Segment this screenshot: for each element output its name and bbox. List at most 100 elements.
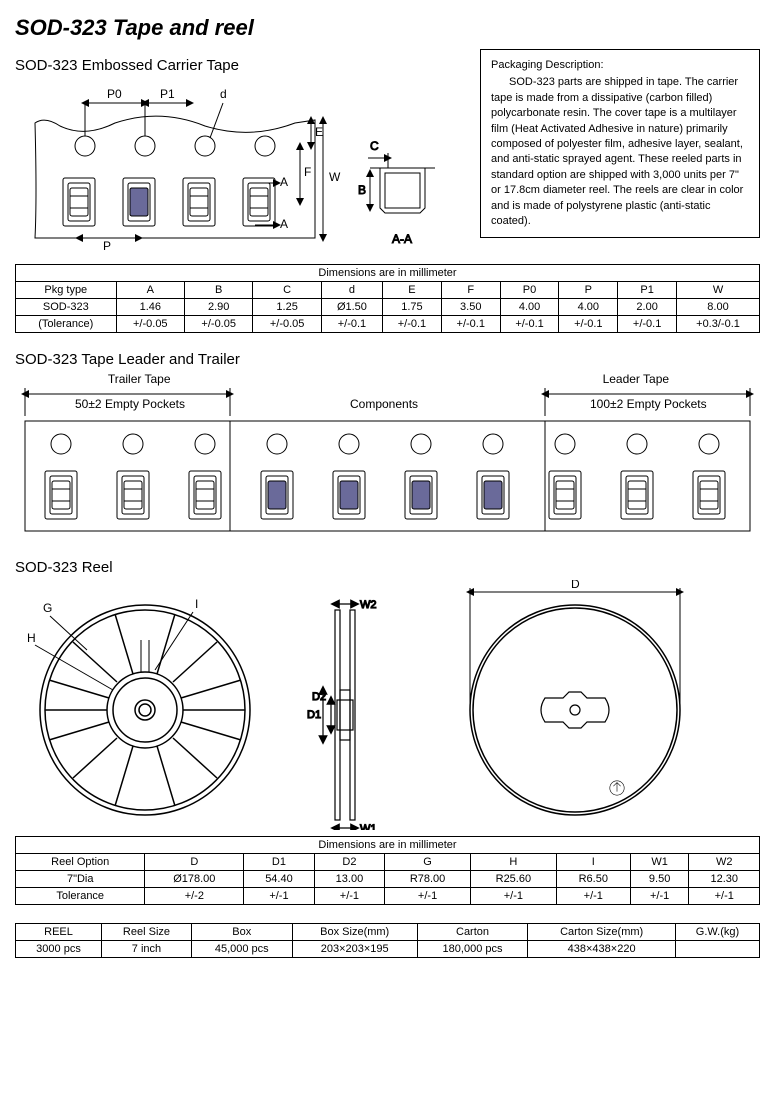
table-cell: 7"Dia <box>16 871 145 888</box>
table-cell: SOD-323 <box>16 299 117 316</box>
table-cell: (Tolerance) <box>16 316 117 333</box>
table-cell: W <box>677 282 760 299</box>
table-cell: W1 <box>630 854 689 871</box>
packaging-table: REELReel SizeBoxBox Size(mm)CartonCarton… <box>15 923 760 958</box>
table-cell: R78.00 <box>385 871 471 888</box>
table-cell: 438×438×220 <box>528 941 676 958</box>
table-cell: Pkg type <box>16 282 117 299</box>
page-title: SOD-323 Tape and reel <box>15 15 760 41</box>
table-cell: 1.25 <box>253 299 321 316</box>
table-cell: 12.30 <box>689 871 760 888</box>
table-cell: P0 <box>500 282 559 299</box>
table-cell: R25.60 <box>470 871 556 888</box>
reel-diagram: G H I W2 W1 D1 D2 <box>15 580 760 830</box>
section2-title: SOD-323 Tape Leader and Trailer <box>15 351 760 368</box>
reel-dimensions-table: Dimensions are in millimeter Reel Option… <box>15 836 760 905</box>
packaging-description-box: Packaging Description: SOD-323 parts are… <box>480 49 760 238</box>
components-label: Components <box>350 397 418 411</box>
section1-title: SOD-323 Embossed Carrier Tape <box>15 57 470 74</box>
dim-g: G <box>43 601 52 615</box>
table-cell: E <box>383 282 442 299</box>
table-cell: 8.00 <box>677 299 760 316</box>
table-cell: +/-2 <box>145 888 244 905</box>
table-cell: +/-0.1 <box>559 316 618 333</box>
table-cell: Tolerance <box>16 888 145 905</box>
carrier-tape-diagram: P0 P1 d P W E F A A <box>15 78 455 258</box>
table-cell: +/-0.1 <box>441 316 500 333</box>
table-cell: Ø178.00 <box>145 871 244 888</box>
table-cell: REEL <box>16 924 102 941</box>
table-cell: A <box>116 282 184 299</box>
table-cell: +/-1 <box>470 888 556 905</box>
table-cell: H <box>470 854 556 871</box>
dim-d-reel: D <box>571 580 580 591</box>
table-cell: +/-0.05 <box>116 316 184 333</box>
dim-d2: D2 <box>312 691 326 703</box>
dim-p1: P1 <box>160 87 175 101</box>
dim-i: I <box>195 597 198 611</box>
table-cell: 13.00 <box>314 871 384 888</box>
table-cell: Box Size(mm) <box>292 924 417 941</box>
table-cell: Carton Size(mm) <box>528 924 676 941</box>
dim-d: d <box>220 87 227 101</box>
table-cell: +/-0.1 <box>618 316 677 333</box>
table-cell: 203×203×195 <box>292 941 417 958</box>
table-cell: 1.75 <box>383 299 442 316</box>
table-cell: +/-0.1 <box>321 316 382 333</box>
table-cell: Reel Size <box>102 924 192 941</box>
dim-w1: W1 <box>360 823 377 830</box>
table-cell <box>675 941 759 958</box>
carrier-dimensions-table: Dimensions are in millimeter Pkg typeABC… <box>15 264 760 333</box>
table-cell: +/-1 <box>689 888 760 905</box>
table-cell: 45,000 pcs <box>191 941 292 958</box>
dim-d1: D1 <box>307 709 321 721</box>
dim-b: B <box>358 183 366 197</box>
table-cell: 4.00 <box>559 299 618 316</box>
trailer-label: Trailer Tape <box>15 372 263 386</box>
table-cell: G <box>385 854 471 871</box>
table-cell: 2.00 <box>618 299 677 316</box>
table-cell: 2.90 <box>185 299 253 316</box>
table-cell: +/-1 <box>314 888 384 905</box>
desc-title: Packaging Description: <box>491 58 749 73</box>
table-cell: Ø1.50 <box>321 299 382 316</box>
leader-sub: 100±2 Empty Pockets <box>590 397 707 411</box>
table-cell: B <box>185 282 253 299</box>
table-cell: +/-1 <box>556 888 630 905</box>
table-cell: 3000 pcs <box>16 941 102 958</box>
dim-p0: P0 <box>107 87 122 101</box>
section-aa: A-A <box>392 232 412 246</box>
table-cell: Box <box>191 924 292 941</box>
dim-a1: A <box>280 175 288 189</box>
dim-w: W <box>329 170 341 184</box>
table-cell: 9.50 <box>630 871 689 888</box>
table-cell: R6.50 <box>556 871 630 888</box>
table-cell: D1 <box>244 854 314 871</box>
section3-title: SOD-323 Reel <box>15 559 760 576</box>
table-cell: D2 <box>314 854 384 871</box>
table-cell: d <box>321 282 382 299</box>
leader-label: Leader Tape <box>512 372 760 386</box>
dim-f: F <box>304 165 311 179</box>
table-cell: F <box>441 282 500 299</box>
table-cell: 7 inch <box>102 941 192 958</box>
table-cell: +/-1 <box>630 888 689 905</box>
dim-p: P <box>103 239 111 253</box>
table-cell: +/-1 <box>385 888 471 905</box>
table-cell: C <box>253 282 321 299</box>
table-cell: +/-0.1 <box>383 316 442 333</box>
table-cell: 1.46 <box>116 299 184 316</box>
table-cell: 180,000 pcs <box>417 941 528 958</box>
desc-body: SOD-323 parts are shipped in tape. The c… <box>491 75 749 229</box>
table-cell: P <box>559 282 618 299</box>
table-cell: G.W.(kg) <box>675 924 759 941</box>
t3-caption: Dimensions are in millimeter <box>16 837 760 854</box>
table-cell: Carton <box>417 924 528 941</box>
table-cell: W2 <box>689 854 760 871</box>
dim-w2: W2 <box>360 599 377 611</box>
t1-caption: Dimensions are in millimeter <box>16 265 760 282</box>
leader-trailer-diagram: 50±2 Empty Pockets Components 100±2 Empt… <box>15 386 760 541</box>
table-cell: 54.40 <box>244 871 314 888</box>
table-cell: +/-0.05 <box>253 316 321 333</box>
table-cell: +/-0.1 <box>500 316 559 333</box>
